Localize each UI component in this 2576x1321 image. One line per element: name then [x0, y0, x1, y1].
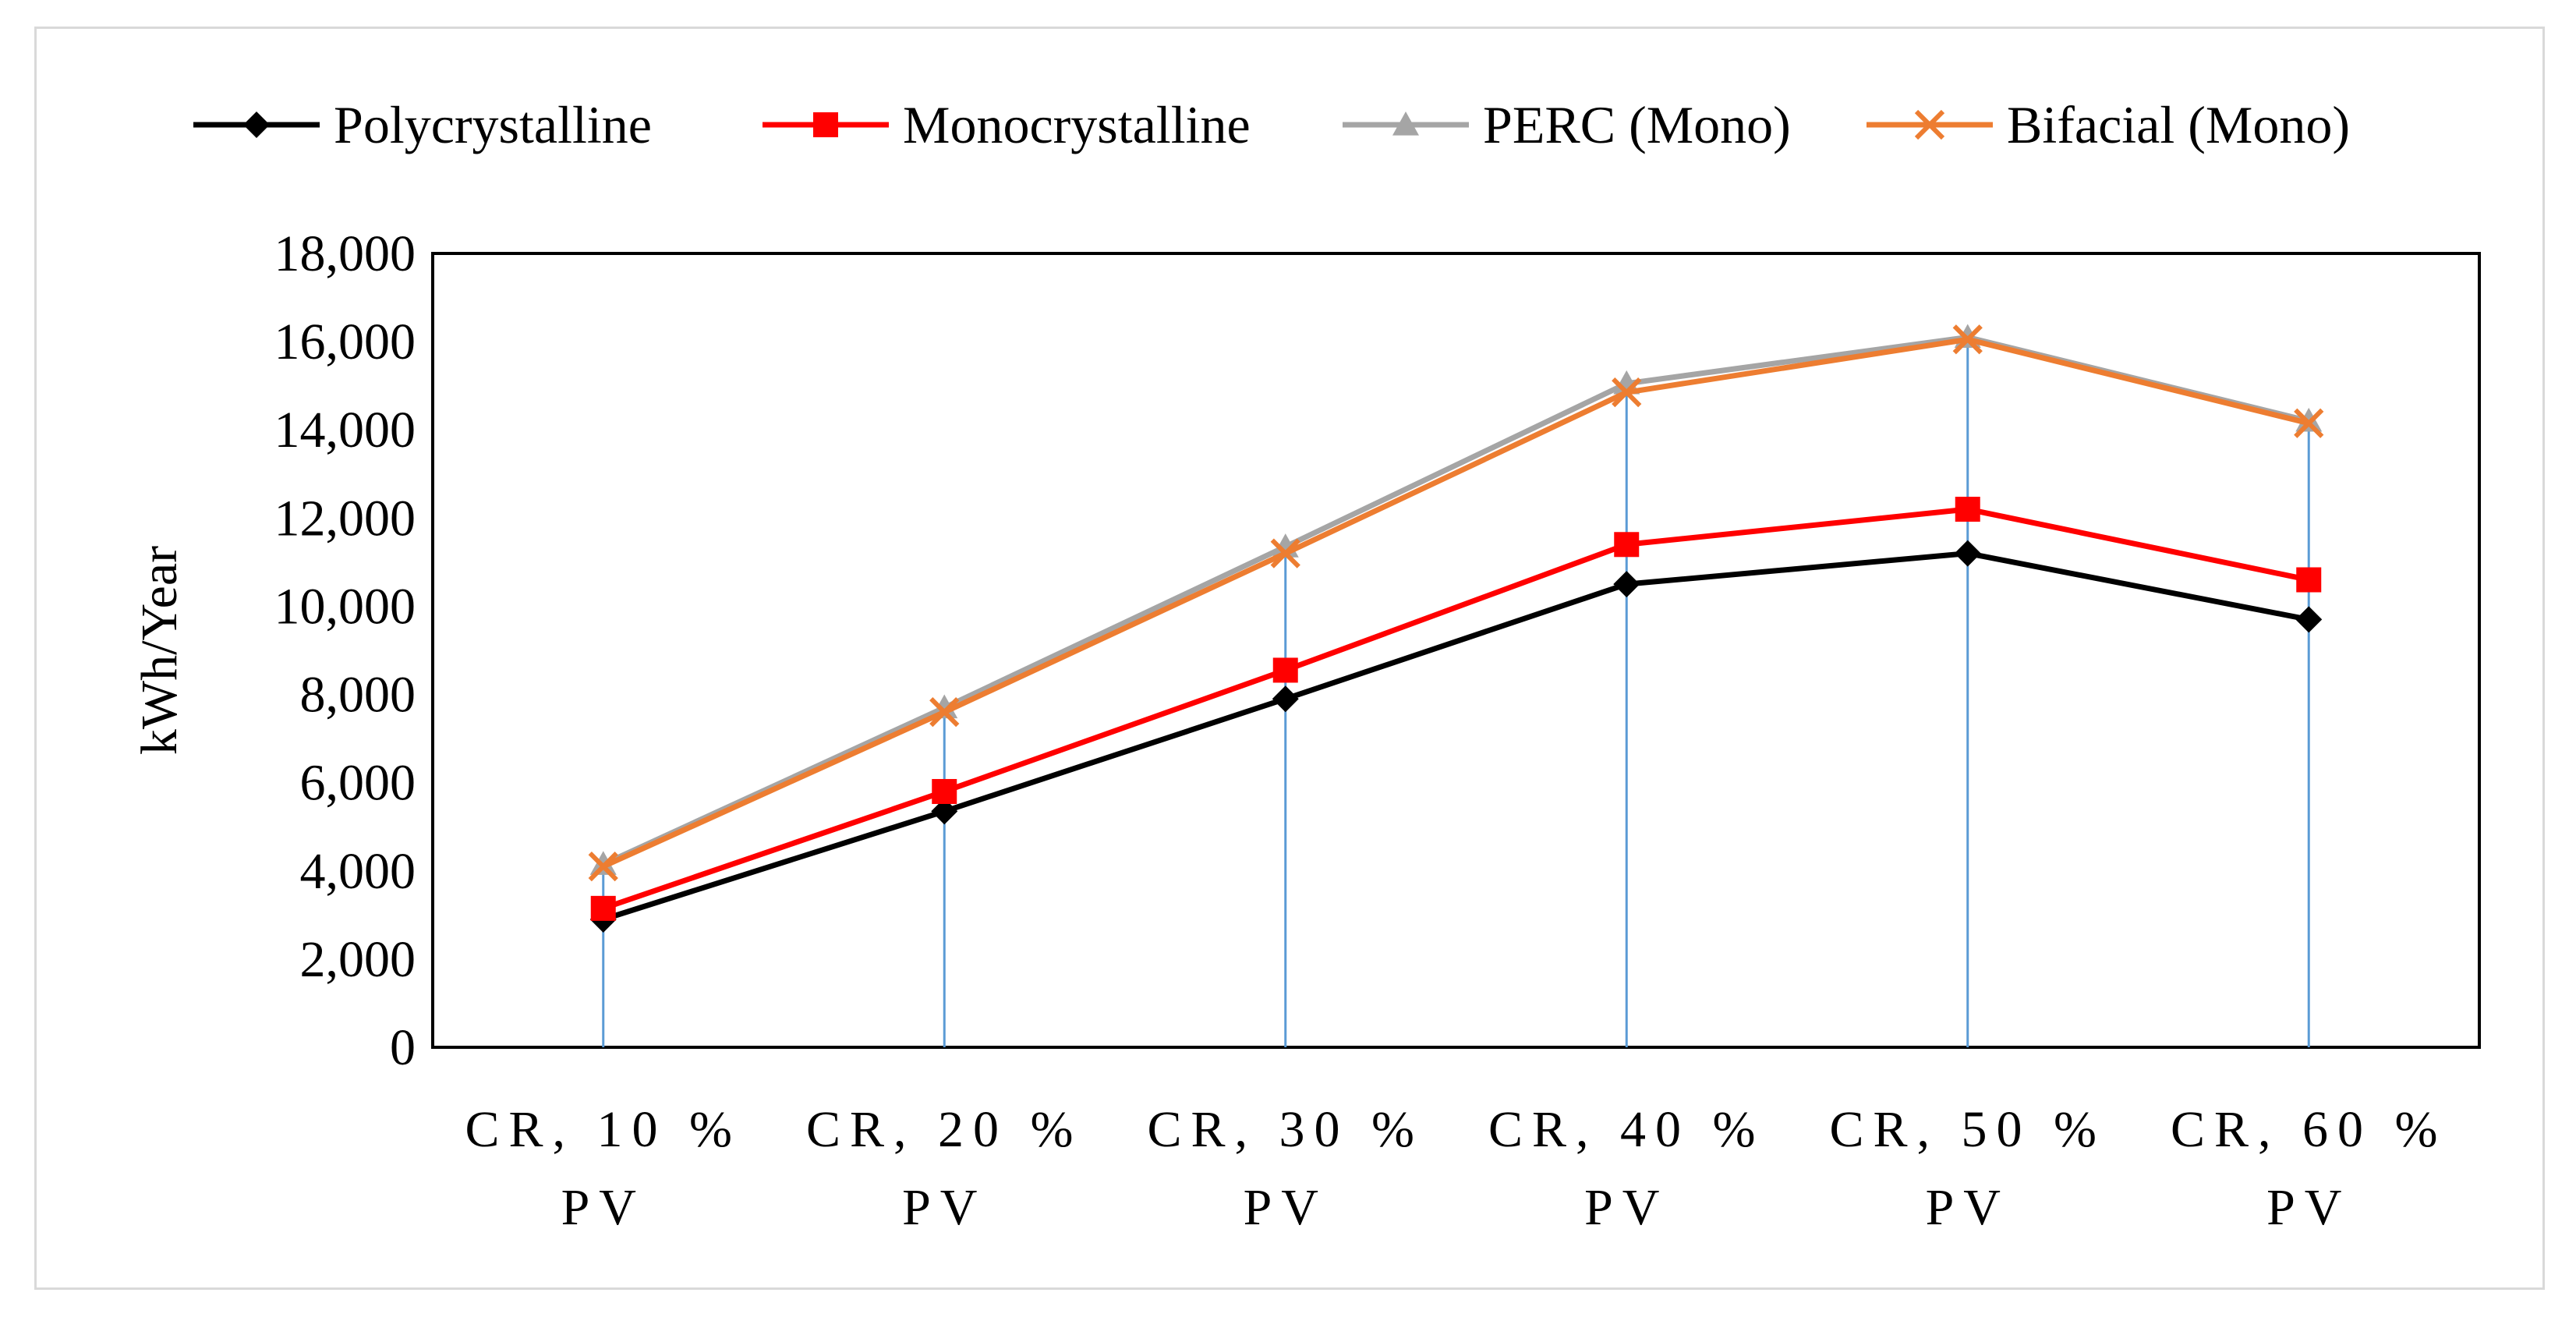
data-point [1955, 497, 1980, 522]
legend-item: Polycrystalline [193, 95, 652, 154]
data-point [931, 798, 958, 825]
series-bifacial-mono [588, 324, 2324, 882]
marker-stroke [929, 697, 960, 728]
data-point [589, 851, 617, 875]
x-tick-label: CR, 50 % [1829, 1101, 2106, 1158]
x-tick-label: CR, 30 % [1147, 1101, 1424, 1158]
data-point [1272, 685, 1299, 713]
y-tick-label: 10,000 [274, 578, 416, 635]
legend-item: Monocrystalline [763, 95, 1251, 154]
y-tick-label: 16,000 [274, 313, 416, 370]
data-point [588, 852, 618, 882]
y-axis-label: kWh/Year [131, 546, 188, 755]
series-line [602, 336, 2310, 869]
series-line [602, 334, 2310, 867]
y-tick-label: 14,000 [274, 402, 416, 459]
legend-swatch-marker [243, 112, 270, 138]
data-point [1272, 657, 1298, 683]
data-point [1954, 540, 1981, 567]
data-point [2296, 567, 2322, 593]
y-tick-label: 2,000 [300, 931, 416, 988]
legend-swatch-marker [813, 112, 838, 137]
y-tick-label: 12,000 [274, 490, 416, 547]
x-tick-label: PV [2266, 1179, 2351, 1236]
legend-item: PERC (Mono) [1343, 95, 1791, 154]
x-tick-label: CR, 60 % [2171, 1101, 2447, 1158]
legend-label: Polycrystalline [334, 95, 652, 154]
series-line [602, 551, 2309, 923]
series-polycrystalline [589, 540, 2323, 933]
x-tick-label: CR, 40 % [1488, 1101, 1765, 1158]
y-tick-label: 6,000 [300, 755, 416, 812]
marker-stroke [1914, 109, 1945, 140]
marker-stroke [1612, 377, 1642, 408]
y-tick-label: 4,000 [300, 843, 416, 900]
y-axis: 0 2,000 4,000 6,000 8,000 10,000 12,000 14,000 1… [274, 225, 416, 1076]
data-point [1614, 532, 1640, 558]
drop-lines [602, 337, 2310, 1047]
y-tick-label: 18,000 [274, 225, 416, 282]
legend-swatch-marker [1392, 112, 1419, 136]
x-tick-label: PV [1244, 1179, 1328, 1236]
x-tick-label: CR, 20 % [806, 1101, 1083, 1158]
data-point [590, 895, 616, 921]
data-point [1613, 571, 1640, 598]
marker-stroke [1270, 538, 1300, 568]
legend-item: Bifacial (Mono) [1867, 95, 2350, 154]
data-point [2295, 606, 2323, 633]
data-point [1270, 538, 1300, 568]
series-monocrystalline [590, 497, 2322, 921]
x-tick-label: PV [561, 1179, 646, 1236]
data-point [1612, 377, 1642, 408]
x-tick-label: PV [1926, 1179, 2010, 1236]
marker-stroke [588, 852, 618, 882]
data-point [2295, 407, 2323, 432]
marker-stroke [1952, 324, 1983, 355]
data-point [1952, 324, 1983, 355]
plot-area [431, 252, 2481, 1049]
data-point [2294, 408, 2324, 438]
x-axis: CR, 10 % PV CR, 20 % PV CR, 30 % PV CR, 40 % PV… [465, 1101, 2447, 1236]
data-point [929, 697, 960, 728]
y-tick-label: 0 [390, 1019, 416, 1076]
x-tick-label: PV [902, 1179, 986, 1236]
plot-border [431, 252, 2481, 1049]
x-tick-label: PV [1584, 1179, 1668, 1236]
legend: Polycrystalline Monocrystalline PERC (Mono… [193, 95, 2350, 154]
marker-stroke [2294, 408, 2324, 438]
series-perc-mono [589, 324, 2323, 875]
x-tick-label: CR, 10 % [465, 1101, 741, 1158]
legend-label: Bifacial (Mono) [2007, 95, 2350, 154]
legend-label: PERC (Mono) [1483, 95, 1791, 154]
series-line [602, 506, 2309, 912]
legend-label: Monocrystalline [903, 95, 1251, 154]
legend-swatch-marker [1914, 109, 1945, 140]
y-tick-label: 8,000 [300, 667, 416, 724]
data-point [932, 778, 957, 804]
